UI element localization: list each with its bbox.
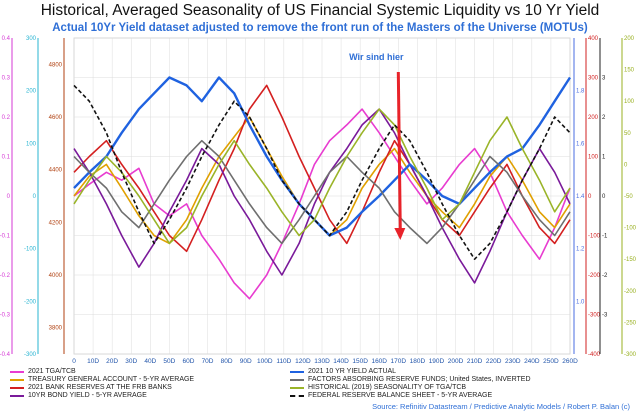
right-axis-tick-label: -200 xyxy=(624,289,637,295)
right-axis-tick-label: 1 xyxy=(602,155,606,161)
right-axis-tick-label: 100 xyxy=(588,155,599,161)
x-tick-label: 110D xyxy=(276,358,291,365)
annotation-arrow-line xyxy=(396,71,402,233)
x-tick-label: 180D xyxy=(410,358,426,365)
series-line-1 xyxy=(73,108,571,300)
right-axis-tick-label: -150 xyxy=(624,257,637,263)
x-tick-label: 150D xyxy=(352,358,368,365)
right-axis-tick-label: -250 xyxy=(624,320,637,326)
left-axis-tick-label: 0.1 xyxy=(2,155,11,161)
source-credit: Source: Refinitiv Datastream / Predictiv… xyxy=(372,402,630,411)
series-line-8 xyxy=(73,84,571,261)
right-axis-tick-label: 1.4 xyxy=(576,194,585,200)
right-axis-tick-label: 1.6 xyxy=(576,141,585,147)
right-axis-tick-label: -400 xyxy=(588,352,601,358)
right-axis-tick-label: -200 xyxy=(588,273,601,279)
left-axis-tick-label: -300 xyxy=(24,352,37,358)
left-axis-tick-label: 4000 xyxy=(49,273,63,279)
x-tick-label: 190D xyxy=(429,358,445,365)
x-tick-label: 210D xyxy=(467,358,483,365)
x-tick-label: 240D xyxy=(524,358,540,365)
x-tick-label: 130D xyxy=(314,358,330,365)
left-axis-tick-label: 4400 xyxy=(49,168,63,174)
right-axis-tick-label: -300 xyxy=(588,313,601,319)
right-axis-tick-label: 2 xyxy=(602,115,606,121)
left-axis-tick-label: 0.4 xyxy=(2,36,11,42)
right-axis-tick-label: -100 xyxy=(588,234,601,240)
x-tick-label: 120D xyxy=(295,358,311,365)
right-axis-tick-label: 200 xyxy=(624,36,635,42)
x-tick-label: 260D xyxy=(562,358,578,365)
right-axis-tick-label: 3 xyxy=(602,76,606,82)
x-tick-label: 20D xyxy=(106,358,118,365)
series-line-7 xyxy=(73,108,571,245)
x-tick-label: 30D xyxy=(125,358,137,365)
right-axis-tick-label: 200 xyxy=(588,115,599,121)
left-axis-tick-label: -200 xyxy=(24,299,37,305)
x-tick-label: 40D xyxy=(144,358,156,365)
left-axis-tick-label: -0.2 xyxy=(0,273,11,279)
x-tick-label: 100D xyxy=(257,358,273,365)
right-axis-tick-label: -100 xyxy=(624,226,637,232)
right-axis-tick-label: 300 xyxy=(588,76,599,82)
left-axis-tick-label: 0 xyxy=(33,194,37,200)
chart-title: Historical, Averaged Seasonality of US F… xyxy=(40,2,600,19)
x-tick-label: 250D xyxy=(543,358,559,365)
right-axis-tick-label: -3 xyxy=(602,313,608,319)
right-axis-tick-label: 100 xyxy=(624,99,635,105)
left-axis-tick-label: 100 xyxy=(26,141,37,147)
x-tick-label: 70D xyxy=(202,358,214,365)
left-axis-tick-label: 4200 xyxy=(49,220,63,226)
right-axis-tick-label: 1.8 xyxy=(576,89,585,95)
x-tick-label: 140D xyxy=(333,358,349,365)
right-axis-tick-label: 1.0 xyxy=(576,299,585,305)
x-tick-label: 90D xyxy=(240,358,252,365)
right-axis-tick-label: -50 xyxy=(624,194,633,200)
annotation-arrow-head xyxy=(394,228,406,240)
right-axis-tick-label: 400 xyxy=(588,36,599,42)
x-tick-label: 50D xyxy=(163,358,175,365)
right-axis-tick-label: -2 xyxy=(602,273,608,279)
x-tick-label: 170D xyxy=(391,358,407,365)
left-axis-tick-label: 4800 xyxy=(49,62,63,68)
x-tick-label: 220D xyxy=(486,358,502,365)
left-axis-tick-label: -0.3 xyxy=(0,313,11,319)
left-axis-tick-label: -0.4 xyxy=(0,352,11,358)
x-tick-label: 10D xyxy=(87,358,99,365)
left-axis-tick-label: 3800 xyxy=(49,326,63,332)
left-axis-tick-label: 300 xyxy=(26,36,37,42)
x-tick-label: 60D xyxy=(182,358,194,365)
right-axis-tick-label: 0 xyxy=(588,194,592,200)
x-tick-label: 200D xyxy=(448,358,464,365)
left-axis-tick-label: 200 xyxy=(26,89,37,95)
right-axis-tick-label: 150 xyxy=(624,68,635,74)
left-axis-tick-label: 0.3 xyxy=(2,76,11,82)
right-axis-tick-label: 50 xyxy=(624,131,631,137)
left-axis-tick-label: 0 xyxy=(7,194,11,200)
right-axis-tick-label: 0 xyxy=(602,194,606,200)
left-axis-tick-label: -100 xyxy=(24,247,37,253)
left-axis-tick-label: -0.1 xyxy=(0,234,11,240)
right-axis-tick-label: -1 xyxy=(602,234,608,240)
series-line-6 xyxy=(73,139,571,245)
annotation-label: Wir sind hier xyxy=(349,52,404,62)
right-axis-tick-label: 1.2 xyxy=(576,247,585,253)
x-tick-label: 0 xyxy=(72,358,76,365)
right-axis-tick-label: -300 xyxy=(624,352,637,358)
left-axis-tick-label: 0.2 xyxy=(2,115,11,121)
x-tick-label: 160D xyxy=(371,358,387,365)
chart-subtitle: Actual 10Yr Yield dataset adjusted to re… xyxy=(52,22,588,34)
x-tick-label: 230D xyxy=(505,358,521,365)
x-tick-label: 80D xyxy=(221,358,233,365)
right-axis-tick-label: 0 xyxy=(624,162,628,168)
left-axis-tick-label: 4600 xyxy=(49,115,63,121)
